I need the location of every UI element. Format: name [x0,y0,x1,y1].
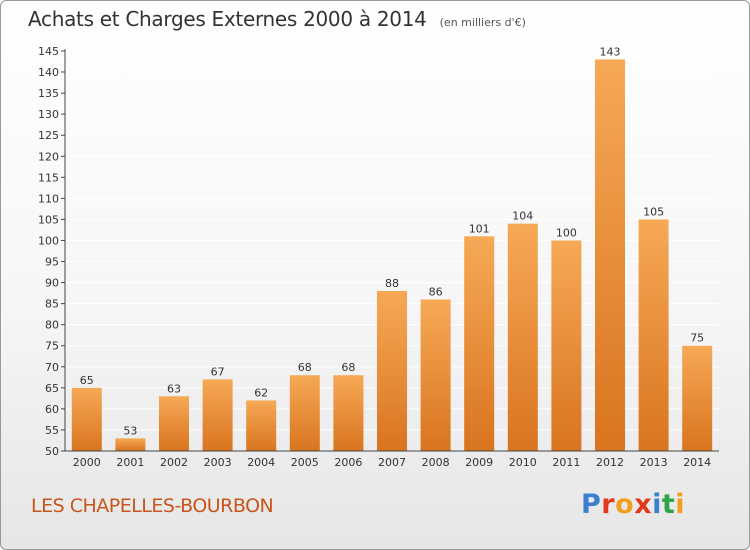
bar [638,219,669,451]
bar [420,299,451,451]
y-tick-label: 55 [45,424,59,437]
data-label: 62 [254,386,268,399]
data-label: 63 [167,382,181,395]
y-tick-label: 100 [38,234,59,247]
data-label: 88 [385,277,399,290]
brand-letter: i [675,489,686,520]
y-tick-label: 95 [45,256,59,269]
bar [71,387,102,451]
y-tick-label: 80 [45,319,59,332]
y-tick-label: 145 [38,45,59,58]
x-tick-label: 2004 [247,456,275,469]
y-tick-label: 115 [38,171,59,184]
y-tick-label: 65 [45,382,59,395]
y-tick-label: 90 [45,277,59,290]
axes [61,49,719,452]
bar [289,375,320,451]
bar [377,291,407,451]
x-tick-label: 2002 [160,456,188,469]
bar [202,379,233,451]
brand-letter: t [661,489,676,520]
data-label: 101 [469,222,490,235]
data-label: 100 [556,226,577,239]
x-tick-label: 2009 [465,456,493,469]
bar [507,223,538,451]
bar [595,59,625,451]
x-tick-label: 2007 [378,456,406,469]
x-tick-label: 2008 [422,456,450,469]
data-label: 86 [429,285,443,298]
y-tick-label: 85 [45,298,59,311]
brand-logo: Proxiti [581,489,685,520]
data-label: 68 [341,361,355,374]
data-label: 65 [80,374,94,387]
x-tick-label: 2013 [640,456,668,469]
bar [551,240,582,451]
commune-name: LES CHAPELLES-BOURBON [31,495,274,517]
y-tick-label: 140 [38,66,59,79]
data-label: 105 [643,205,664,218]
data-label: 67 [211,365,225,378]
data-label: 75 [690,332,704,345]
data-label: 53 [123,424,137,437]
labels: 50 55 60 65 70 75 80 85 90 95 100 105 110 115 120 125 13… [38,45,711,469]
x-tick-label: 2001 [116,456,144,469]
data-label: 104 [512,210,533,223]
chart-unit: (en milliers d'€) [439,16,526,29]
y-tick-label: 50 [45,445,59,458]
x-tick-label: 2012 [596,456,624,469]
y-tick-label: 75 [45,340,59,353]
data-label: 68 [298,361,312,374]
brand-letter: i [652,489,662,520]
x-tick-label: 2011 [552,456,580,469]
x-tick-label: 2010 [509,456,537,469]
y-tick-label: 130 [38,108,59,121]
y-tick-label: 135 [38,87,59,100]
brand-letter: r [601,489,616,520]
y-tick-label: 125 [38,129,59,142]
x-tick-label: 2014 [683,456,711,469]
y-tick-label: 70 [45,361,59,374]
data-label: 143 [600,45,621,58]
x-tick-label: 2000 [73,456,101,469]
y-tick-label: 110 [38,192,59,205]
title-row: Achats et Charges Externes 2000 à 2014 (… [28,7,526,31]
brand-letter: x [634,489,653,520]
bar [464,236,495,451]
bar [159,396,189,451]
bars [71,59,713,451]
bar [115,438,146,451]
y-tick-label: 120 [38,150,59,163]
bar [333,375,364,451]
x-tick-label: 2003 [204,456,232,469]
bar [682,345,713,451]
chart-title: Achats et Charges Externes 2000 à 2014 [28,7,427,31]
x-tick-label: 2005 [291,456,319,469]
x-tick-label: 2006 [334,456,362,469]
y-tick-label: 105 [38,213,59,226]
bar [246,400,277,451]
brand-letter: o [615,489,635,520]
y-tick-label: 60 [45,403,59,416]
brand-letter: P [581,489,602,520]
